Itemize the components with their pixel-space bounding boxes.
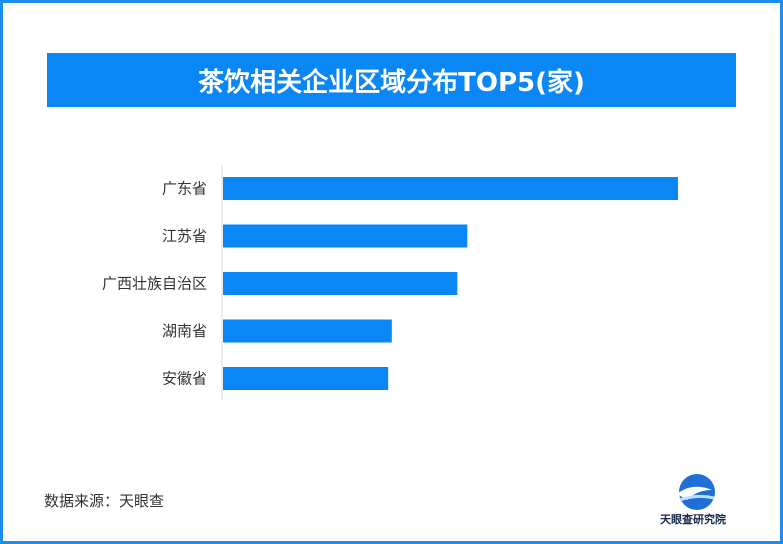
- bar-3: [223, 272, 458, 295]
- bar-1: [223, 177, 678, 200]
- category-label-4: 湖南省: [162, 322, 207, 340]
- category-label-5: 安徽省: [162, 370, 207, 388]
- logo-text: 天眼查研究院: [660, 513, 726, 526]
- bar-4: [223, 319, 392, 343]
- category-label-2: 江苏省: [162, 227, 207, 245]
- category-label-3: 广西壮族自治区: [102, 275, 207, 293]
- chart-title: 茶饮相关企业区域分布TOP5(家): [47, 53, 736, 107]
- data-source: 数据来源：天眼查: [44, 492, 165, 510]
- bars-group: [223, 177, 678, 390]
- tianyancha-wave-logo-icon: [677, 474, 715, 510]
- bar-2: [223, 224, 468, 248]
- category-label-1: 广东省: [162, 180, 207, 198]
- bar-5: [223, 367, 389, 390]
